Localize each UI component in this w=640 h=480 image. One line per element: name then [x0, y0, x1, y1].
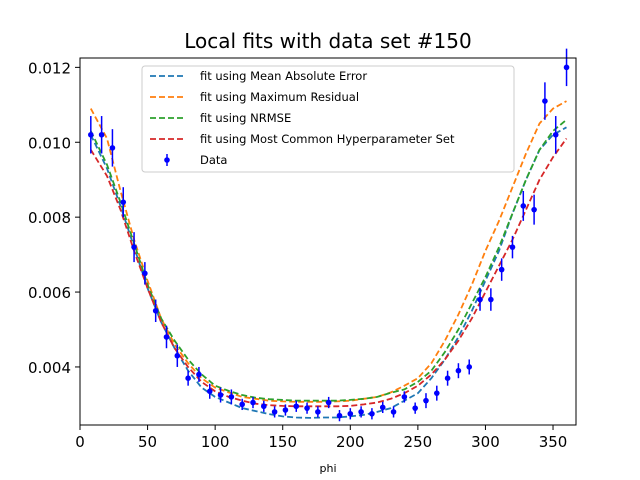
data-point — [542, 98, 548, 104]
data-point — [369, 410, 375, 417]
legend: fit using Mean Absolute Error fit using M… — [141, 65, 515, 173]
legend-label-data: Data — [200, 153, 227, 167]
data-point — [531, 206, 537, 213]
x-tick-label: 250 — [404, 433, 433, 451]
data-point — [109, 145, 116, 151]
data-point — [120, 199, 127, 205]
x-tick-label: 300 — [471, 433, 500, 451]
y-tick-label: 0.006 — [28, 284, 71, 302]
data-point — [261, 403, 267, 410]
data-point — [466, 364, 473, 370]
y-tick-label: 0.010 — [28, 134, 71, 152]
data-point — [282, 407, 289, 413]
x-tick-label: 50 — [138, 433, 157, 451]
data-point — [304, 405, 310, 411]
series-line-3 — [89, 119, 568, 402]
y-axis-ticks: 0.004 0.006 0.008 0.010 0.012 — [28, 59, 80, 377]
chart-title: Local fits with data set #150 — [184, 29, 471, 53]
data-point — [401, 394, 408, 400]
x-tick-label: 0 — [75, 433, 85, 451]
legend-label-1: fit using Mean Absolute Error — [200, 69, 367, 83]
data-point — [325, 399, 332, 406]
data-point — [520, 203, 527, 209]
data-point — [390, 409, 397, 415]
legend-label-4: fit using Most Common Hyperparameter Set — [200, 132, 455, 146]
x-axis-ticks: 0 50 100 150 200 250 300 350 — [75, 425, 567, 451]
data-point — [152, 307, 159, 314]
data-points — [88, 48, 570, 422]
data-point — [509, 244, 516, 250]
legend-label-2: fit using Maximum Residual — [200, 90, 359, 104]
data-point — [433, 390, 440, 396]
y-tick-label: 0.012 — [28, 59, 71, 77]
data-point — [423, 397, 429, 404]
legend-swatch-data — [164, 157, 170, 163]
data-point — [228, 394, 235, 400]
data-point — [293, 403, 300, 410]
data-point — [444, 375, 451, 381]
y-tick-label: 0.008 — [28, 209, 71, 227]
data-point — [163, 334, 170, 340]
x-tick-label: 350 — [539, 433, 568, 451]
data-point — [379, 404, 386, 411]
x-tick-label: 100 — [201, 433, 230, 451]
data-point — [206, 388, 213, 395]
data-point — [336, 412, 343, 419]
data-point — [455, 367, 462, 374]
x-axis-label: phi — [319, 462, 336, 475]
data-point — [315, 409, 321, 415]
data-point — [185, 375, 191, 381]
y-tick-label: 0.004 — [28, 359, 71, 377]
plot-area-frame — [79, 57, 577, 426]
series-line-4 — [90, 137, 568, 408]
data-point — [196, 371, 202, 378]
data-point — [174, 352, 181, 359]
data-point — [250, 399, 256, 406]
data-point — [358, 409, 364, 415]
series-line-1 — [89, 126, 567, 419]
data-point — [563, 64, 570, 71]
legend-label-3: fit using NRMSE — [200, 111, 291, 125]
legend-box — [141, 65, 515, 173]
data-point — [412, 405, 418, 411]
data-point — [271, 409, 278, 415]
data-point — [88, 131, 94, 138]
x-tick-label: 200 — [336, 433, 365, 451]
data-point — [498, 266, 505, 273]
data-point — [142, 270, 148, 277]
x-tick-label: 150 — [268, 433, 297, 451]
data-point — [217, 392, 224, 398]
data-point — [477, 296, 483, 303]
data-point — [347, 410, 354, 417]
data-point — [239, 401, 245, 408]
data-point — [98, 131, 105, 138]
data-point — [131, 244, 137, 250]
data-point — [552, 131, 559, 138]
data-point — [488, 296, 494, 303]
